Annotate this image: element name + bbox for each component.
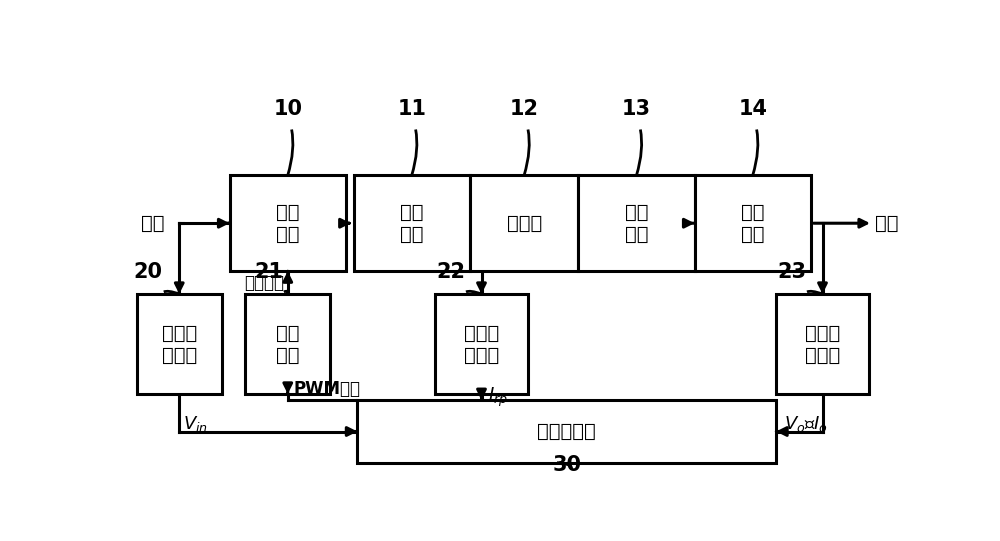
Text: 11: 11: [397, 99, 426, 119]
Text: 滤波
电路: 滤波 电路: [741, 203, 765, 243]
Text: 数字处理器: 数字处理器: [537, 422, 596, 441]
Bar: [470, 175, 578, 271]
Text: 输入: 输入: [140, 214, 164, 233]
Text: 23: 23: [777, 261, 806, 281]
Text: 输出: 输出: [875, 214, 899, 233]
Text: 谐振
电路: 谐振 电路: [400, 203, 424, 243]
Text: 22: 22: [436, 261, 465, 281]
Text: 14: 14: [738, 99, 767, 119]
Text: 桥式
电路: 桥式 电路: [276, 203, 300, 243]
Text: $V_o$、$I_o$: $V_o$、$I_o$: [784, 414, 828, 434]
Bar: [230, 175, 346, 271]
Text: 驱动
电路: 驱动 电路: [276, 324, 300, 365]
Text: $V_{in}$: $V_{in}$: [183, 414, 208, 434]
Bar: [435, 294, 528, 394]
Text: PWM信号: PWM信号: [294, 380, 361, 398]
Text: 21: 21: [254, 261, 283, 281]
Text: 整流
电路: 整流 电路: [625, 203, 648, 243]
Bar: [776, 294, 869, 394]
Text: 13: 13: [622, 99, 651, 119]
Text: 30: 30: [552, 455, 581, 475]
Text: 输出检
测电路: 输出检 测电路: [805, 324, 840, 365]
Text: 输入检
测电路: 输入检 测电路: [162, 324, 197, 365]
Text: 10: 10: [273, 99, 302, 119]
Bar: [354, 175, 470, 271]
Bar: [357, 400, 776, 463]
Bar: [578, 175, 695, 271]
Text: 变压器: 变压器: [507, 214, 542, 233]
Text: 驱动电平: 驱动电平: [244, 274, 284, 292]
Text: 峰值检
测电路: 峰值检 测电路: [464, 324, 499, 365]
Bar: [137, 294, 222, 394]
Text: 12: 12: [510, 99, 539, 119]
Bar: [695, 175, 811, 271]
Bar: [245, 294, 330, 394]
Text: $I_{rp}$: $I_{rp}$: [488, 386, 508, 409]
Text: 20: 20: [134, 261, 163, 281]
